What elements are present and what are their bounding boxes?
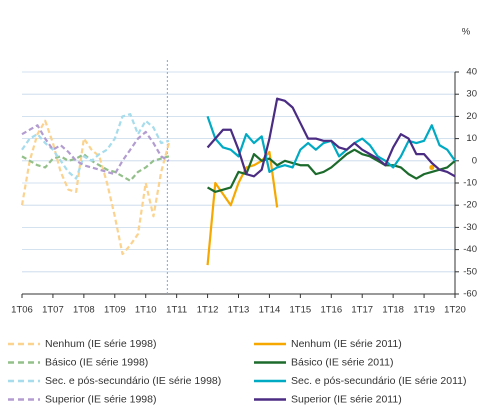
x-tick-label: 1T08 [73,305,95,316]
x-tick-label: 1T12 [197,305,219,316]
x-tick-label: 1T16 [320,305,342,316]
legend-label: Básico (IE série 1998) [45,356,148,368]
legend-label: Nenhum (IE série 2011) [291,338,402,350]
x-tick-label: 1T06 [11,305,33,316]
point [429,164,435,170]
y-tick-label: 30 [466,89,477,100]
y-tick-label: 0 [472,155,477,166]
legend-label: Básico (IE série 2011) [291,356,394,368]
legend-label: Sec. e pós-secundário (IE série 1998) [45,375,221,387]
y-tick-label: 20 [466,111,477,122]
x-tick-label: 1T20 [444,305,466,316]
x-tick-label: 1T10 [135,305,157,316]
x-tick-label: 1T14 [259,305,281,316]
line [21,113,170,180]
y-unit: % [462,27,471,38]
y-tick-label: -60 [463,289,477,300]
y-tick-label: -10 [463,178,477,189]
legend-label: Sec. e pós-secundário (IE série 2011) [291,375,466,387]
x-tick-label: 1T17 [351,305,373,316]
line [207,148,456,193]
legend-label: Nenhum (IE série 1998) [45,338,156,350]
x-tick-label: 1T19 [413,305,435,316]
line [206,116,456,173]
line [20,119,170,256]
x-tick-label: 1T09 [104,305,126,316]
y-tick-label: -30 [463,222,477,233]
line [21,124,170,176]
legend-label: Superior (IE série 2011) [291,393,402,405]
x-tick-label: 1T13 [228,305,250,316]
legend-label: Superior (IE série 1998) [45,393,156,405]
y-tick-label: 40 [466,67,477,78]
line [208,152,432,265]
y-tick-label: 10 [466,133,477,144]
legend: Nenhum (IE série 1998) Nenhum (IE série 2… [8,338,466,405]
line [206,97,456,178]
y-tick-label: -40 [463,244,477,255]
y-tick-label: -20 [463,200,477,211]
x-tick-label: 1T15 [290,305,312,316]
y-tick-label: -50 [463,266,477,277]
line [21,153,170,182]
x-tick-label: 1T11 [166,305,187,316]
x-tick-label: 1T18 [382,305,404,316]
x-tick-label: 1T07 [42,305,64,316]
